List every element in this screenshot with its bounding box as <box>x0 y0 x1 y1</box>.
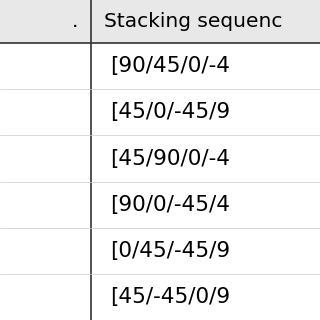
Bar <box>0 274 91 320</box>
Bar <box>0 89 91 135</box>
Bar <box>0 0 91 43</box>
Bar <box>0 181 91 228</box>
Bar <box>91 135 320 181</box>
Text: [45/90/0/-4: [45/90/0/-4 <box>110 148 230 169</box>
Bar <box>0 43 91 89</box>
Bar <box>0 228 91 274</box>
Text: Stacking sequenc: Stacking sequenc <box>104 12 282 31</box>
Bar <box>91 89 320 135</box>
Text: [90/0/-45/4: [90/0/-45/4 <box>110 195 230 215</box>
Bar <box>91 0 320 43</box>
Bar <box>91 274 320 320</box>
Text: [45/0/-45/9: [45/0/-45/9 <box>110 102 230 123</box>
Text: [45/-45/0/9: [45/-45/0/9 <box>110 287 230 307</box>
Text: .: . <box>72 12 78 31</box>
Text: [0/45/-45/9: [0/45/-45/9 <box>110 241 230 261</box>
Bar <box>0 135 91 181</box>
Bar <box>91 228 320 274</box>
Text: [90/45/0/-4: [90/45/0/-4 <box>110 56 230 76</box>
Bar <box>91 43 320 89</box>
Bar <box>91 181 320 228</box>
